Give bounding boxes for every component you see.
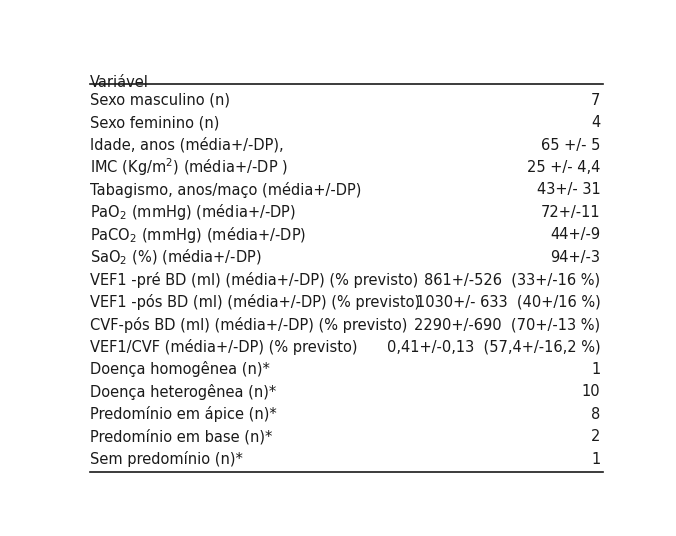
Text: 4: 4: [592, 115, 600, 130]
Text: 1: 1: [592, 362, 600, 377]
Text: Sexo masculino (n): Sexo masculino (n): [90, 93, 230, 108]
Text: 861+/-526  (33+/-16 %): 861+/-526 (33+/-16 %): [425, 272, 600, 287]
Text: 10: 10: [582, 384, 600, 399]
Text: Tabagismo, anos/maço (média+/-DP): Tabagismo, anos/maço (média+/-DP): [90, 182, 361, 198]
Text: CVF-pós BD (ml) (média+/-DP) (% previsto): CVF-pós BD (ml) (média+/-DP) (% previsto…: [90, 317, 407, 332]
Text: Predomínio em base (n)*: Predomínio em base (n)*: [90, 429, 272, 444]
Text: 65 +/- 5: 65 +/- 5: [541, 138, 600, 153]
Text: 1030+/- 633  (40+/16 %): 1030+/- 633 (40+/16 %): [416, 295, 600, 310]
Text: 2290+/-690  (70+/-13 %): 2290+/-690 (70+/-13 %): [414, 317, 600, 332]
Text: Idade, anos (média+/-DP),: Idade, anos (média+/-DP),: [90, 137, 283, 153]
Text: VEF1 -pós BD (ml) (média+/-DP) (% previsto): VEF1 -pós BD (ml) (média+/-DP) (% previs…: [90, 294, 420, 310]
Text: 2: 2: [592, 429, 600, 444]
Text: 7: 7: [592, 93, 600, 108]
Text: PaCO$_2$ (mmHg) (média+/-DP): PaCO$_2$ (mmHg) (média+/-DP): [90, 225, 306, 245]
Text: VEF1/CVF (média+/-DP) (% previsto): VEF1/CVF (média+/-DP) (% previsto): [90, 339, 357, 355]
Text: VEF1 -pré BD (ml) (média+/-DP) (% previsto): VEF1 -pré BD (ml) (média+/-DP) (% previs…: [90, 272, 418, 288]
Text: PaO$_2$ (mmHg) (média+/-DP): PaO$_2$ (mmHg) (média+/-DP): [90, 203, 296, 222]
Text: Variável: Variável: [90, 75, 149, 90]
Text: Sem predomínio (n)*: Sem predomínio (n)*: [90, 451, 243, 467]
Text: 94+/-3: 94+/-3: [550, 250, 600, 265]
Text: 72+/-11: 72+/-11: [541, 205, 600, 220]
Text: 1: 1: [592, 452, 600, 466]
Text: Doença homogênea (n)*: Doença homogênea (n)*: [90, 361, 270, 377]
Text: 43+/- 31: 43+/- 31: [537, 182, 600, 197]
Text: 0,41+/-0,13  (57,4+/-16,2 %): 0,41+/-0,13 (57,4+/-16,2 %): [387, 339, 600, 354]
Text: Doença heterogênea (n)*: Doença heterogênea (n)*: [90, 384, 276, 400]
Text: 44+/-9: 44+/-9: [550, 227, 600, 242]
Text: SaO$_2$ (%) (média+/-DP): SaO$_2$ (%) (média+/-DP): [90, 248, 262, 267]
Text: 8: 8: [592, 407, 600, 422]
Text: IMC (Kg/m$^2$) (média+/-DP ): IMC (Kg/m$^2$) (média+/-DP ): [90, 157, 287, 178]
Text: Predomínio em ápice (n)*: Predomínio em ápice (n)*: [90, 406, 276, 422]
Text: 25 +/- 4,4: 25 +/- 4,4: [527, 160, 600, 175]
Text: Sexo feminino (n): Sexo feminino (n): [90, 115, 219, 130]
